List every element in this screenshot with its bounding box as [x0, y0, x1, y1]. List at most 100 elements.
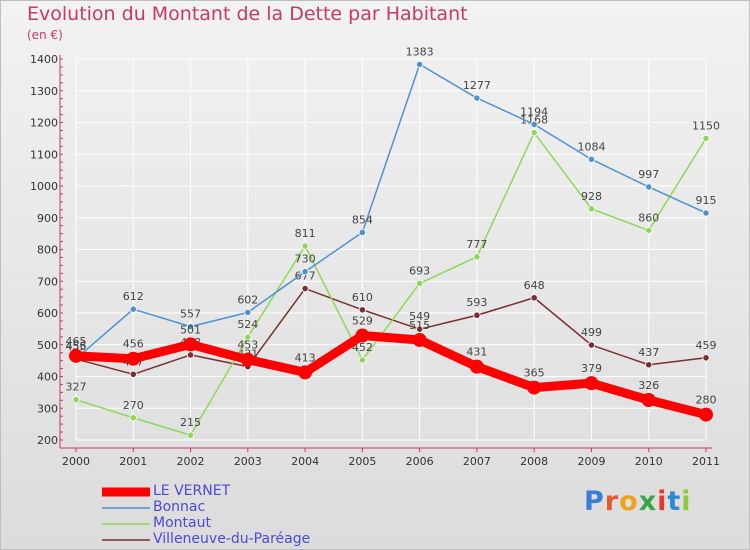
- data-label-bonnac: 1383: [406, 45, 434, 58]
- series-line-le-vernet: [71, 331, 711, 420]
- data-label-montaut: 215: [180, 416, 201, 429]
- y-tick-label: 400: [37, 371, 58, 384]
- data-label-le-vernet: 456: [123, 338, 144, 351]
- data-point-bonnac: [587, 155, 596, 163]
- data-label-bonnac: 1194: [520, 105, 548, 118]
- data-label-villeneuve-du-pareage: 499: [581, 326, 602, 339]
- data-point-le-vernet: [641, 392, 656, 407]
- data-point-bonnac: [186, 323, 195, 331]
- data-point-villeneuve-du-pareage: [129, 370, 137, 378]
- data-point-le-vernet: [240, 352, 255, 367]
- data-point-villeneuve-du-pareage: [416, 325, 424, 333]
- data-point-bonnac: [244, 308, 252, 316]
- data-label-le-vernet: 413: [295, 351, 316, 364]
- data-point-bonnac: [645, 183, 653, 191]
- data-point-montaut: [244, 333, 252, 341]
- data-label-montaut: 811: [295, 227, 316, 240]
- data-label-villeneuve-du-pareage: 677: [295, 270, 316, 283]
- y-tick-label: 900: [37, 212, 58, 225]
- data-point-montaut: [72, 396, 80, 404]
- data-label-villeneuve-du-pareage: 648: [524, 279, 545, 292]
- legend-swatch-montaut: [102, 523, 150, 525]
- data-label-villeneuve-du-pareage: 610: [352, 291, 373, 304]
- data-point-bonnac: [358, 228, 366, 236]
- data-point-bonnac: [473, 94, 481, 102]
- legend-swatch-villeneuve: [102, 539, 150, 541]
- legend-label-montaut: Montaut: [153, 515, 211, 531]
- data-point-bonnac: [301, 268, 309, 276]
- legend: LE VERNET Bonnac Montaut Villeneuve-du-P…: [100, 483, 400, 548]
- logo-letter: P: [584, 486, 605, 517]
- data-point-montaut: [358, 356, 366, 364]
- data-point-montaut: [530, 129, 538, 137]
- y-tick-label: 1100: [30, 148, 58, 161]
- y-tick-label: 200: [37, 434, 58, 447]
- chart-title: Evolution du Montant de la Dette par Hab…: [27, 3, 468, 25]
- y-tick-label: 1400: [30, 53, 58, 66]
- data-label-le-vernet: 515: [409, 319, 430, 332]
- data-point-villeneuve-du-pareage: [530, 294, 538, 302]
- data-point-montaut: [473, 253, 481, 261]
- y-tick-label: 800: [37, 244, 58, 257]
- data-point-le-vernet: [69, 348, 83, 363]
- logo-letter: o: [619, 486, 639, 517]
- x-tick-label: 2008: [520, 455, 548, 468]
- x-tick-label: 2011: [692, 455, 720, 468]
- data-label-le-vernet: 453: [237, 339, 258, 352]
- data-label-montaut: 928: [581, 190, 602, 203]
- data-point-le-vernet: [298, 365, 313, 380]
- data-point-villeneuve-du-pareage: [358, 306, 366, 314]
- data-point-montaut: [702, 134, 710, 142]
- proxiti-logo: Proxiti: [584, 486, 692, 517]
- series-line-montaut: [75, 131, 707, 436]
- data-label-bonnac: 854: [352, 213, 373, 226]
- logo-letter: t: [667, 486, 682, 517]
- data-point-montaut: [587, 205, 596, 213]
- legend-label-bonnac: Bonnac: [153, 499, 206, 515]
- legend-swatch-le-vernet: [102, 487, 150, 497]
- data-label-le-vernet: 379: [581, 362, 602, 375]
- y-tick-label: 1300: [30, 85, 58, 98]
- data-label-bonnac: 915: [696, 194, 717, 207]
- data-point-le-vernet: [699, 407, 713, 422]
- data-label-bonnac: 997: [638, 168, 659, 181]
- data-label-montaut: 1168: [520, 114, 548, 127]
- data-point-villeneuve-du-pareage: [301, 284, 309, 293]
- data-label-montaut: 693: [409, 264, 430, 277]
- data-point-montaut: [129, 414, 137, 422]
- data-point-bonnac: [702, 209, 710, 217]
- data-label-bonnac: 612: [123, 290, 144, 303]
- x-tick-label: 2005: [348, 455, 376, 468]
- data-label-bonnac: 1277: [463, 79, 491, 92]
- x-tick-label: 2004: [291, 455, 319, 468]
- data-label-montaut: 270: [123, 399, 144, 412]
- series-line-bonnac: [75, 63, 707, 360]
- y-tick-label: 1200: [30, 117, 58, 130]
- data-point-montaut: [645, 226, 653, 235]
- data-point-bonnac: [530, 120, 538, 129]
- data-label-villeneuve-du-pareage: 459: [696, 339, 717, 352]
- data-point-villeneuve-du-pareage: [587, 341, 596, 349]
- data-point-montaut: [186, 431, 195, 439]
- logo-letter: r: [604, 486, 620, 517]
- y-tick-label: 1000: [30, 180, 58, 193]
- data-point-le-vernet: [126, 351, 141, 366]
- logo-letter: x: [638, 486, 658, 517]
- data-point-le-vernet: [183, 337, 198, 352]
- data-point-le-vernet: [412, 332, 427, 347]
- data-point-villeneuve-du-pareage: [645, 361, 653, 369]
- data-point-montaut: [301, 242, 309, 250]
- data-label-montaut: 1150: [692, 119, 720, 132]
- logo-letter: i: [681, 486, 692, 517]
- data-label-le-vernet: 501: [180, 323, 201, 336]
- data-point-bonnac: [129, 305, 137, 313]
- legend-label-le-vernet: LE VERNET: [153, 483, 231, 499]
- x-tick-label: 2009: [577, 455, 605, 468]
- legend-swatch-bonnac: [102, 507, 150, 509]
- x-tick-label: 2006: [406, 455, 434, 468]
- data-label-le-vernet: 280: [696, 394, 717, 407]
- data-label-montaut: 524: [237, 318, 258, 331]
- data-point-villeneuve-du-pareage: [473, 311, 481, 319]
